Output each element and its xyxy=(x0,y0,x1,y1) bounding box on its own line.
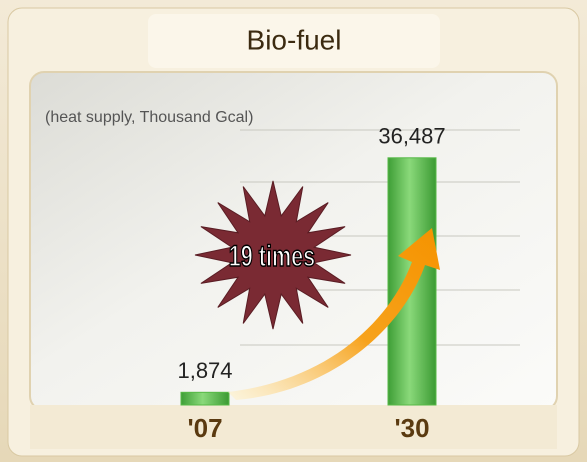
axis-subtitle: (heat supply, Thousand Gcal) xyxy=(45,109,253,126)
x-tick-label: '30 xyxy=(394,413,429,443)
x-tick-label: '07 xyxy=(187,413,222,443)
value-label: 1,874 xyxy=(177,358,232,383)
chart: Bio-fuel (heat supply, Thousand Gcal) 1,… xyxy=(0,0,587,462)
bar xyxy=(181,392,229,405)
category-strip xyxy=(30,405,557,449)
annotation: 19 times xyxy=(229,238,315,272)
page: {"chart_data": {"type": "bar", "title": … xyxy=(0,0,587,462)
value-label: 36,487 xyxy=(378,124,445,149)
chart-title: Bio-fuel xyxy=(247,24,342,55)
